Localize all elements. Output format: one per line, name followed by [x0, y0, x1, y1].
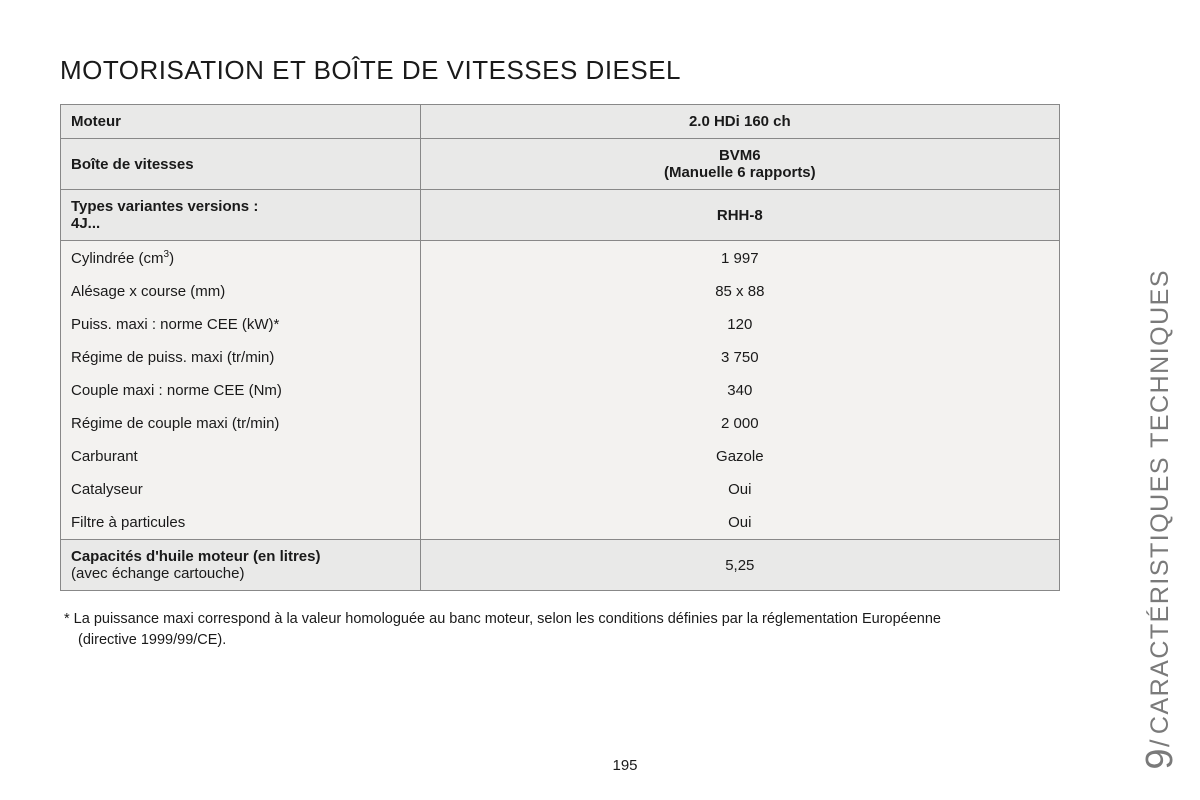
- label-cylindree: Cylindrée (cm3): [61, 241, 421, 276]
- label-regime-puiss: Régime de puiss. maxi (tr/min): [61, 341, 421, 374]
- value-filtre: Oui: [420, 506, 1059, 540]
- row-cylindree: Cylindrée (cm3) 1 997: [61, 241, 1060, 276]
- row-regime-puiss: Régime de puiss. maxi (tr/min) 3 750: [61, 341, 1060, 374]
- specs-table: Moteur 2.0 HDi 160 ch Boîte de vitesses …: [60, 104, 1060, 591]
- side-label: CARACTÉRISTIQUES TECHNIQUES: [1146, 269, 1175, 734]
- value-catalyseur: Oui: [420, 473, 1059, 506]
- value-boite: BVM6 (Manuelle 6 rapports): [420, 139, 1059, 190]
- label-moteur: Moteur: [61, 105, 421, 139]
- row-alesage: Alésage x course (mm) 85 x 88: [61, 275, 1060, 308]
- label-filtre: Filtre à particules: [61, 506, 421, 540]
- label-catalyseur: Catalyseur: [61, 473, 421, 506]
- label-boite: Boîte de vitesses: [61, 139, 421, 190]
- value-types: RHH-8: [420, 190, 1059, 241]
- row-couple: Couple maxi : norme CEE (Nm) 340: [61, 374, 1060, 407]
- row-types: Types variantes versions : 4J... RHH-8: [61, 190, 1060, 241]
- label-alesage: Alésage x course (mm): [61, 275, 421, 308]
- label-couple: Couple maxi : norme CEE (Nm): [61, 374, 421, 407]
- label-types: Types variantes versions : 4J...: [61, 190, 421, 241]
- row-capacites: Capacités d'huile moteur (en litres) (av…: [61, 540, 1060, 591]
- value-carburant: Gazole: [420, 440, 1059, 473]
- label-capacites: Capacités d'huile moteur (en litres) (av…: [61, 540, 421, 591]
- value-moteur: 2.0 HDi 160 ch: [420, 105, 1059, 139]
- page-title: MOTORISATION ET BOÎTE DE VITESSES DIESEL: [60, 55, 1060, 86]
- side-tab: CARACTÉRISTIQUES TECHNIQUES 9/: [1136, 66, 1184, 770]
- value-capacites: 5,25: [420, 540, 1059, 591]
- value-couple: 340: [420, 374, 1059, 407]
- row-puiss: Puiss. maxi : norme CEE (kW)* 120: [61, 308, 1060, 341]
- label-regime-couple: Régime de couple maxi (tr/min): [61, 407, 421, 440]
- side-separator: /: [1145, 738, 1175, 747]
- label-puiss: Puiss. maxi : norme CEE (kW)*: [61, 308, 421, 341]
- footnote: * La puissance maxi correspond à la vale…: [60, 609, 1060, 651]
- side-number: 9: [1139, 747, 1181, 770]
- row-regime-couple: Régime de couple maxi (tr/min) 2 000: [61, 407, 1060, 440]
- row-filtre: Filtre à particules Oui: [61, 506, 1060, 540]
- row-catalyseur: Catalyseur Oui: [61, 473, 1060, 506]
- label-carburant: Carburant: [61, 440, 421, 473]
- value-cylindree: 1 997: [420, 241, 1059, 276]
- value-regime-couple: 2 000: [420, 407, 1059, 440]
- row-moteur: Moteur 2.0 HDi 160 ch: [61, 105, 1060, 139]
- value-regime-puiss: 3 750: [420, 341, 1059, 374]
- page-number: 195: [60, 757, 1190, 774]
- row-carburant: Carburant Gazole: [61, 440, 1060, 473]
- row-boite: Boîte de vitesses BVM6 (Manuelle 6 rappo…: [61, 139, 1060, 190]
- value-puiss: 120: [420, 308, 1059, 341]
- value-alesage: 85 x 88: [420, 275, 1059, 308]
